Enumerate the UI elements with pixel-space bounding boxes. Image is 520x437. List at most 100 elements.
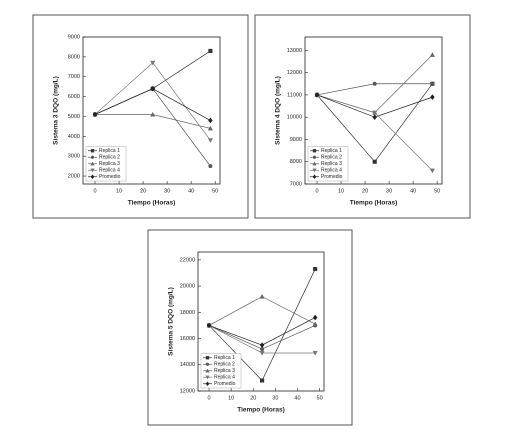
legend-marker (90, 168, 95, 173)
marker (372, 81, 377, 86)
x-tick-label: 20 (140, 188, 146, 194)
y-tick-label: 8000 (290, 159, 302, 165)
y-tick-label: 20000 (180, 284, 195, 290)
y-tick-label: 9000 (68, 34, 80, 40)
legend-marker (90, 149, 95, 153)
y-tick-label: 12000 (180, 388, 195, 394)
plot-frame (304, 36, 443, 185)
plot-frame (197, 251, 325, 392)
marker (313, 266, 318, 272)
legend-label: Promedio (321, 174, 343, 180)
legend-marker (90, 155, 95, 159)
y-tick-label: 3000 (68, 154, 80, 160)
x-tick-label: 10 (116, 188, 122, 194)
panel-frame (147, 229, 353, 426)
legend-marker (205, 368, 210, 373)
y-tick-label: 11000 (287, 92, 302, 98)
marker (260, 378, 265, 383)
y-tick-label: 14000 (180, 362, 195, 368)
legend-marker (205, 356, 210, 360)
marker (430, 94, 435, 101)
marker (150, 85, 155, 92)
x-tick-label: 30 (386, 188, 392, 194)
x-tick-label: 20 (250, 395, 256, 401)
y-tick-label: 7000 (68, 74, 80, 80)
y-tick-label: 22000 (180, 257, 195, 263)
marker (259, 293, 265, 299)
marker (372, 114, 377, 121)
marker (312, 314, 318, 321)
y-tick-label: 9000 (290, 137, 302, 143)
x-axis-title: Tiempo (Horas) (350, 200, 398, 207)
marker (208, 117, 213, 124)
y-tick-label: 16000 (180, 336, 195, 342)
legend-label: Replica 2 (99, 155, 120, 161)
legend-marker (312, 149, 317, 153)
y-tick-label: 4000 (68, 134, 80, 140)
legend-label: Replica 4 (214, 375, 235, 381)
marker (314, 91, 320, 98)
y-axis-title: Sistema 5 DQO (mg/L) (168, 287, 175, 356)
marker (92, 111, 98, 118)
marker (207, 138, 213, 143)
x-tick-label: 10 (338, 188, 344, 194)
marker (372, 159, 377, 164)
marker (206, 322, 212, 329)
x-axis-title: Tiempo (Horas) (237, 407, 285, 414)
x-tick-label: 40 (294, 395, 300, 401)
marker (207, 125, 213, 131)
legend-marker (312, 161, 317, 166)
y-tick-label: 2000 (68, 174, 80, 180)
marker (312, 321, 318, 327)
legend-label: Replica 1 (99, 148, 120, 154)
marker (208, 48, 213, 53)
marker (429, 168, 435, 174)
legend-label: Promedio (99, 174, 121, 180)
y-tick-label: 8000 (68, 54, 80, 60)
legend-marker (312, 174, 317, 180)
marker (430, 81, 435, 86)
legend-label: Replica 1 (214, 355, 235, 361)
legend-marker (205, 375, 210, 380)
x-tick-label: 40 (410, 188, 416, 194)
legend-marker (312, 168, 317, 173)
marker (259, 342, 265, 349)
y-axis-title: Sistema 3 DQO (mg/L) (53, 76, 60, 145)
legend-label: Replica 4 (321, 168, 342, 174)
legend-marker (205, 381, 210, 387)
legend-label: Replica 2 (321, 155, 342, 161)
marker (312, 350, 318, 356)
x-tick-label: 30 (272, 395, 278, 401)
y-tick-label: 18000 (180, 310, 195, 316)
marker (150, 60, 156, 66)
legend-marker (205, 362, 210, 366)
plot-frame (82, 36, 221, 185)
y-axis-title: Sistema 4 DQO (mg/L) (275, 76, 282, 145)
marker (150, 111, 156, 117)
y-tick-label: 6000 (68, 94, 80, 100)
x-tick-label: 50 (317, 395, 323, 401)
marker (259, 350, 265, 356)
legend-marker (90, 161, 95, 166)
legend-label: Replica 4 (99, 168, 120, 174)
x-tick-label: 30 (164, 188, 170, 194)
x-tick-label: 0 (208, 395, 211, 401)
y-tick-label: 12000 (287, 70, 302, 76)
x-tick-label: 10 (228, 395, 234, 401)
marker (429, 52, 435, 57)
x-axis-title: Tiempo (Horas) (128, 200, 176, 207)
legend-label: Replica 3 (321, 161, 342, 167)
legend-marker (90, 174, 95, 180)
legend-label: Replica 1 (321, 148, 342, 154)
y-tick-label: 7000 (290, 181, 302, 187)
panel-frame (32, 14, 249, 219)
x-tick-label: 40 (188, 188, 194, 194)
x-tick-label: 0 (315, 188, 318, 194)
x-tick-label: 20 (362, 188, 368, 194)
y-tick-label: 13000 (287, 48, 302, 54)
y-tick-label: 5000 (68, 114, 80, 120)
marker (372, 110, 378, 116)
x-tick-label: 50 (434, 188, 440, 194)
legend-label: Replica 3 (214, 368, 235, 374)
